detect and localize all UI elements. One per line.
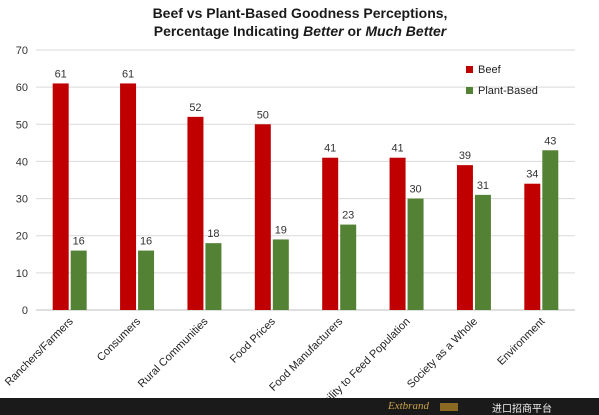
data-label: 39 <box>459 150 471 162</box>
data-label: 19 <box>275 224 287 236</box>
x-tick-label: Food Manufacturers <box>267 315 345 393</box>
y-tick-label: 40 <box>16 156 28 168</box>
data-label: 52 <box>189 102 201 114</box>
data-label: 30 <box>409 184 421 196</box>
bar-plant-based <box>272 239 289 310</box>
legend-swatch <box>466 66 473 73</box>
data-label: 31 <box>477 180 489 192</box>
bar-beef <box>120 83 137 310</box>
data-label: 41 <box>391 143 403 155</box>
y-tick-label: 60 <box>16 82 28 94</box>
legend-label: Plant-Based <box>478 85 538 97</box>
subtitle-part: or <box>344 23 366 39</box>
bar-beef <box>254 124 271 311</box>
x-tick-label: Consumers <box>95 315 144 364</box>
chart-title: Beef vs Plant-Based Goodness Perceptions… <box>153 5 448 21</box>
y-axis: 0 10 20 30 40 50 60 70 <box>16 45 28 317</box>
bars <box>52 83 559 311</box>
data-labels: 61 16 61 16 52 18 50 19 41 23 41 30 39 31 34 43 <box>55 68 557 247</box>
x-tick-label: Society as a Whole <box>405 316 480 391</box>
data-label: 16 <box>140 236 152 248</box>
bar-beef <box>52 83 69 310</box>
chart-subtitle: Percentage Indicating Better or Much Bet… <box>154 23 448 39</box>
data-label: 34 <box>526 169 538 181</box>
subtitle-part: Better <box>303 23 345 39</box>
data-label: 50 <box>257 109 269 121</box>
data-label: 43 <box>544 135 556 147</box>
data-label: 61 <box>55 68 67 80</box>
bar-beef <box>322 157 339 310</box>
legend: Beef Plant-Based <box>466 64 538 97</box>
bar-plant-based <box>474 194 491 310</box>
bar-plant-based <box>70 250 87 310</box>
data-label: 18 <box>207 228 219 240</box>
x-tick-label: Food Prices <box>228 315 278 365</box>
y-tick-label: 10 <box>16 268 28 280</box>
bar-beef <box>389 157 406 310</box>
data-label: 16 <box>73 236 85 248</box>
y-tick-label: 70 <box>16 45 28 57</box>
subtitle-part: Much Better <box>365 23 447 39</box>
subtitle-part: Percentage Indicating <box>154 23 303 39</box>
y-tick-label: 30 <box>16 194 28 206</box>
data-label: 41 <box>324 143 336 155</box>
bar-beef <box>187 116 204 310</box>
x-tick-label: Rural Communities <box>136 315 211 390</box>
legend-label: Beef <box>478 64 502 76</box>
bar-plant-based <box>340 224 357 310</box>
watermark-logo: Extbrand <box>388 400 429 412</box>
y-tick-label: 20 <box>16 231 28 243</box>
x-tick-label: Ranchers/Farmers <box>3 315 76 388</box>
data-label: 23 <box>342 210 354 222</box>
bar-plant-based <box>205 243 222 310</box>
data-label: 61 <box>122 68 134 80</box>
y-tick-label: 0 <box>22 305 28 317</box>
bar-beef <box>456 165 473 310</box>
watermark-badge <box>440 403 458 411</box>
watermark-text: 进口招商平台 <box>492 404 552 415</box>
legend-swatch <box>466 87 473 94</box>
y-tick-label: 50 <box>16 119 28 131</box>
bar-plant-based <box>542 150 559 310</box>
bar-plant-based <box>407 198 424 310</box>
bar-beef <box>524 183 541 310</box>
bar-plant-based <box>138 250 155 310</box>
x-tick-label: Environment <box>495 316 547 368</box>
